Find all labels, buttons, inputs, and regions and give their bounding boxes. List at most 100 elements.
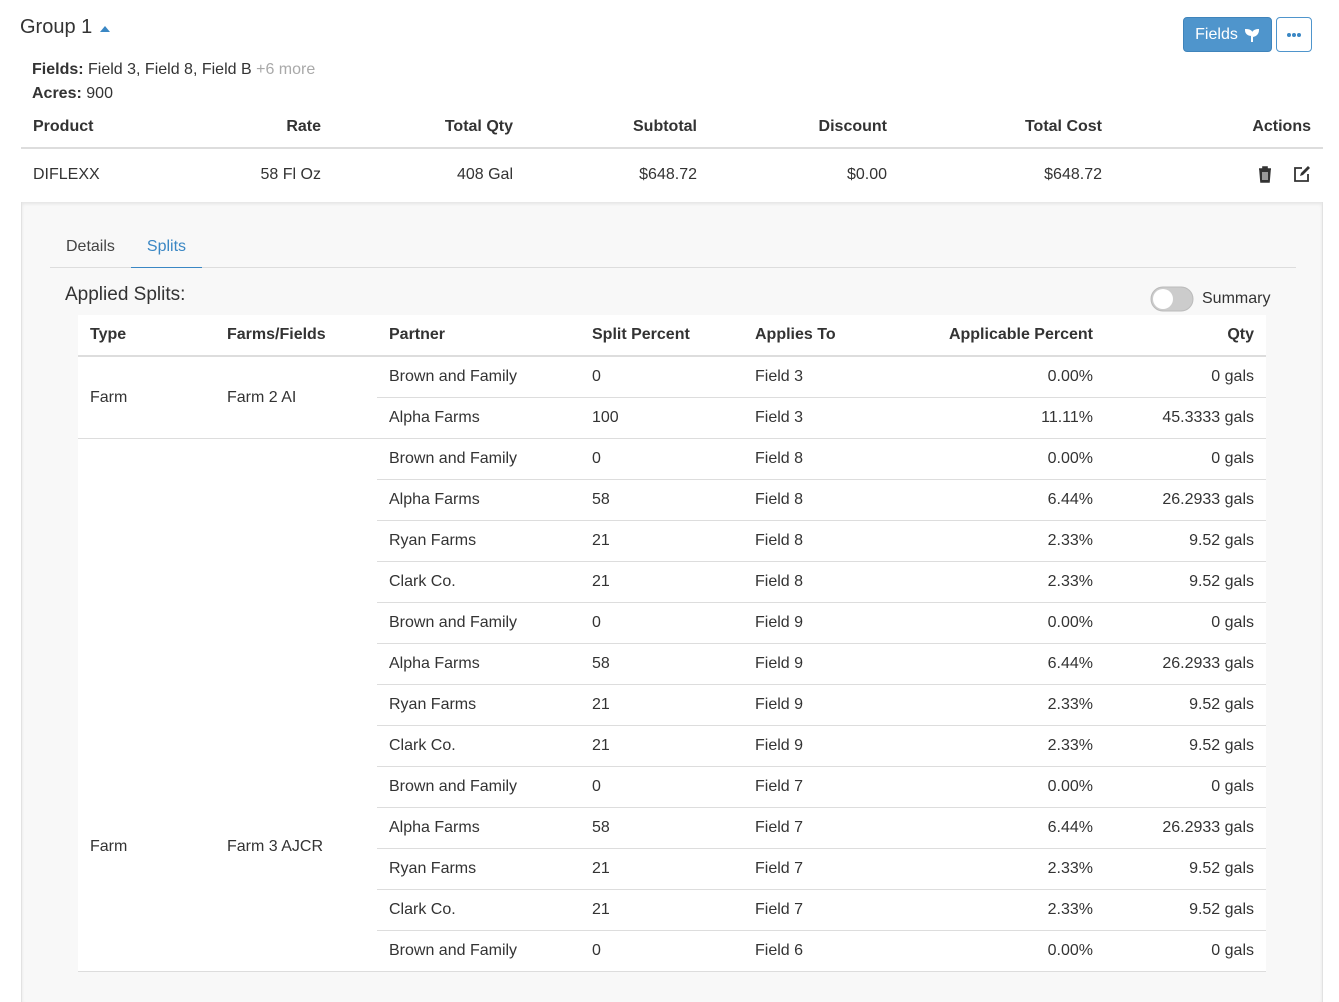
cell: Field 9 (743, 602, 903, 644)
split-row: Ryan Farms 21 Field 7 2.33% 9.52 gals (78, 848, 1266, 890)
product-table: Product Rate Total Qty Subtotal Discount Tota… (21, 107, 1323, 200)
cell: 21 (580, 725, 743, 767)
farm-cell: Farm 3 AJCR (215, 438, 377, 972)
actions-cell (1114, 148, 1323, 200)
cell: Field 8 (743, 479, 903, 521)
cell: Field 3 (743, 356, 903, 398)
acres-line: Acres: 900 (32, 85, 113, 103)
cell: 100 (580, 397, 743, 439)
tab-bar: Details Splits (50, 226, 1296, 268)
cell: 21 (580, 684, 743, 726)
cell: 21 (580, 889, 743, 931)
cell: 0 gals (1105, 438, 1266, 480)
cell: 408 Gal (456, 165, 513, 183)
tab[interactable]: Details (66, 238, 115, 255)
cell: $648.72 (1044, 165, 1102, 183)
cell: 9.52 gals (1105, 561, 1266, 603)
cell: DIFLEXX (33, 165, 100, 183)
cell: 0 gals (1105, 766, 1266, 808)
fields-button-label[interactable]: Fields (1195, 25, 1238, 43)
cell: 45.3333 gals (1105, 397, 1266, 439)
cell: 26.2933 gals (1105, 479, 1266, 521)
delete-icon[interactable] (1257, 165, 1273, 184)
cell: Brown and Family (377, 438, 580, 480)
column-header: Total Qty (333, 107, 525, 149)
column-header: Rate (200, 107, 333, 149)
cell: Brown and Family (377, 930, 580, 972)
cell: Field 6 (743, 930, 903, 972)
cell: 2.33% (903, 848, 1105, 890)
collapse-icon[interactable] (98, 23, 112, 33)
column-header: Type (78, 315, 215, 357)
split-row: Brown and Family 0 Field 6 0.00% 0 gals (78, 930, 1266, 972)
split-row: Alpha Farms 58 Field 7 6.44% 26.2933 gals (78, 807, 1266, 849)
cell: 0 (580, 602, 743, 644)
more-button[interactable] (1276, 17, 1312, 52)
edit-icon[interactable] (1293, 165, 1311, 183)
cell: 2.33% (903, 520, 1105, 562)
split-row: Brown and Family 0 Field 9 0.00% 0 gals (78, 602, 1266, 644)
cell: Field 8 (743, 520, 903, 562)
cell: Brown and Family (377, 602, 580, 644)
cell: 21 (580, 848, 743, 890)
column-header: Total Cost (899, 107, 1114, 149)
cell: 9.52 gals (1105, 684, 1266, 726)
toggle-label[interactable]: Summary (1202, 290, 1271, 307)
fields-button[interactable]: Fields (1183, 17, 1272, 52)
cell: 0 (580, 766, 743, 808)
dots-icon (1287, 32, 1301, 37)
cell: Alpha Farms (377, 643, 580, 685)
cell: 2.33% (903, 684, 1105, 726)
cell: 11.11% (903, 397, 1105, 439)
cell: Brown and Family (377, 356, 580, 398)
cell: 9.52 gals (1105, 889, 1266, 931)
split-row: Ryan Farms 21 Field 9 2.33% 9.52 gals (78, 684, 1266, 726)
cell: Field 9 (743, 684, 903, 726)
tab[interactable]: Splits (130, 226, 203, 268)
cell: Alpha Farms (377, 397, 580, 439)
cell: 58 Fl Oz (260, 165, 321, 183)
split-row: Alpha Farms 58 Field 8 6.44% 26.2933 gals (78, 479, 1266, 521)
cell: 0 gals (1105, 602, 1266, 644)
cell: 9.52 gals (1105, 520, 1266, 562)
cell: Field 7 (743, 848, 903, 890)
more-link[interactable]: +6 more (256, 61, 316, 78)
split-row: Clark Co. 21 Field 8 2.33% 9.52 gals (78, 561, 1266, 603)
cell: 0.00% (903, 438, 1105, 480)
cell: 0 (580, 930, 743, 972)
group-header[interactable]: Group 1 (20, 16, 112, 39)
split-row: Ryan Farms 21 Field 8 2.33% 9.52 gals (78, 520, 1266, 562)
header-row: Type Farms/Fields Partner Split Percent Appl… (78, 315, 1266, 357)
column-header: Partner (377, 315, 580, 357)
cell: 6.44% (903, 479, 1105, 521)
cell: Field 3 (743, 397, 903, 439)
header-row: Product Rate Total Qty Subtotal Discount Tota… (21, 107, 1323, 149)
split-row: Clark Co. 21 Field 7 2.33% 9.52 gals (78, 889, 1266, 931)
cell: 58 (580, 479, 743, 521)
column-header: Applies To (743, 315, 903, 357)
type-cell: Farm (78, 356, 215, 439)
cell: 0 (580, 438, 743, 480)
cell: Field 9 (743, 643, 903, 685)
cell: Clark Co. (377, 561, 580, 603)
cell: 2.33% (903, 889, 1105, 931)
cell: Clark Co. (377, 889, 580, 931)
cell: 0.00% (903, 602, 1105, 644)
fields-line: Fields: Field 3, Field 8, Field B +6 mor… (32, 61, 315, 79)
cell: 0 gals (1105, 930, 1266, 972)
cell: 26.2933 gals (1105, 807, 1266, 849)
product-row: DIFLEXX 58 Fl Oz 408 Gal $648.72 $0.00 $648.7… (21, 148, 1323, 200)
summary-toggle[interactable] (1150, 286, 1194, 312)
cell: Ryan Farms (377, 684, 580, 726)
cell: Alpha Farms (377, 807, 580, 849)
fields-value: Field 3, Field 8, Field B (88, 61, 252, 78)
column-header: Qty (1105, 315, 1266, 357)
group-title[interactable]: Group 1 (20, 16, 93, 38)
column-header: Applicable Percent (903, 315, 1105, 357)
details-panel: Details Splits Applied Splits: Summary T… (21, 202, 1323, 1002)
cell: 21 (580, 561, 743, 603)
split-row: Alpha Farms 58 Field 9 6.44% 26.2933 gals (78, 643, 1266, 685)
cell: 6.44% (903, 807, 1105, 849)
cell: 0.00% (903, 766, 1105, 808)
